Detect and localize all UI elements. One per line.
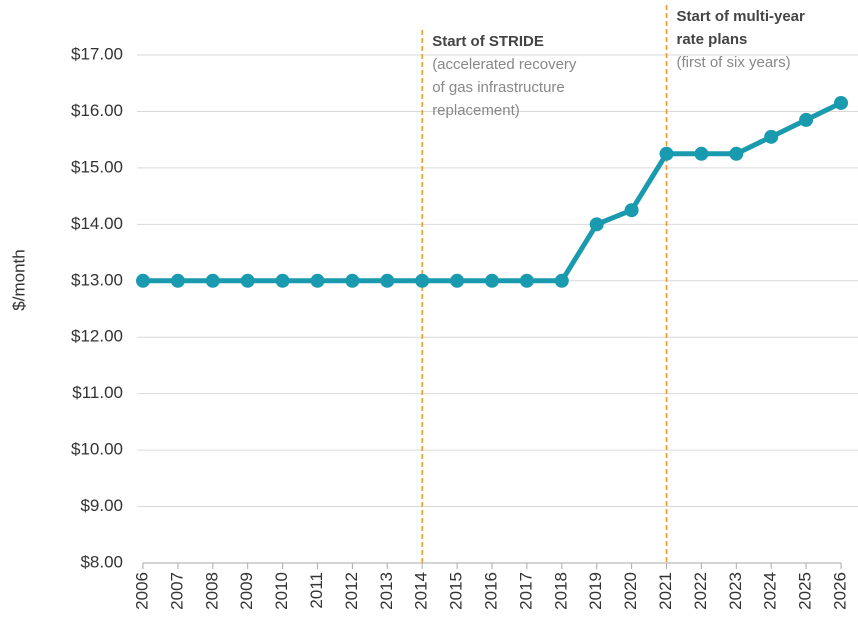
point: [380, 273, 395, 288]
line: [143, 100, 843, 284]
x-tick-label: 2012: [342, 572, 361, 610]
annotation-text: (first of six years): [677, 54, 791, 71]
point: [729, 146, 744, 161]
point: [519, 273, 534, 288]
point: [415, 273, 430, 288]
y-tick-label: $15.00: [71, 157, 123, 176]
x-tick-label: 2025: [796, 572, 815, 610]
point: [799, 112, 814, 127]
y-tick-label: $17.00: [71, 44, 123, 63]
x-tick-label: 2017: [516, 572, 535, 610]
y-tick-label: $10.00: [71, 440, 123, 459]
x-tick-label: 2018: [551, 572, 570, 610]
annotation-title: Start of multi-year: [677, 8, 806, 25]
y-tick-label: $9.00: [80, 496, 123, 515]
point: [694, 146, 709, 161]
x-tick-label: 2020: [621, 572, 640, 610]
x-tick-label: 2008: [202, 572, 221, 610]
point: [659, 146, 674, 161]
x-tick-label: 2022: [691, 572, 710, 610]
x-tick-label: 2019: [586, 572, 605, 610]
point: [170, 273, 185, 288]
x-tick-label: 2024: [761, 572, 780, 610]
y-tick-label: $8.00: [80, 552, 123, 571]
point: [764, 129, 779, 144]
point: [450, 273, 465, 288]
x-tick-label: 2026: [830, 572, 849, 610]
point: [275, 273, 290, 288]
x-tick-label: 2009: [237, 572, 256, 610]
annotation-title: Start of STRIDE: [432, 33, 544, 50]
x-tick-label: 2011: [307, 572, 326, 609]
point: [345, 273, 360, 288]
x-tick-label: 2023: [726, 572, 745, 610]
annotation-text: (accelerated recovery: [432, 56, 577, 73]
point: [589, 217, 604, 232]
y-tick-label: $12.00: [71, 327, 123, 346]
point: [205, 273, 220, 288]
annotation-title: rate plans: [677, 31, 748, 48]
x-tick-label: 2010: [272, 572, 291, 610]
x-tick-label: 2013: [377, 572, 396, 610]
point: [310, 273, 325, 288]
point: [834, 95, 848, 110]
x-tick-label: 2007: [167, 572, 186, 610]
annotation-text: replacement): [432, 102, 520, 119]
y-tick-label: $13.00: [71, 270, 123, 289]
point: [485, 273, 499, 288]
x-tick-label: 2021: [656, 572, 675, 610]
y-axis-label: $/month: [9, 249, 28, 310]
x-tick-label: 2014: [412, 572, 431, 610]
point: [136, 273, 150, 288]
y-tick-label: $11.00: [72, 383, 123, 402]
point: [624, 203, 639, 218]
y-tick-label: $14.00: [71, 214, 123, 233]
point: [240, 273, 255, 288]
point: [554, 273, 569, 288]
x-tick-label: 2015: [447, 572, 466, 610]
x-tick-label: 2006: [132, 572, 151, 610]
annotation-text: of gas infrastructure: [432, 79, 565, 96]
y-tick-label: $16.00: [71, 101, 123, 120]
x-tick-label: 2016: [481, 572, 500, 610]
